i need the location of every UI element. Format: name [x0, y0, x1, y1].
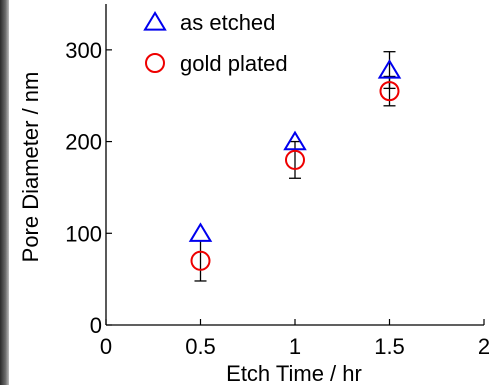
- y-tick-label: 0: [90, 313, 102, 338]
- y-axis-ticks: 0 100 200 300: [65, 38, 112, 338]
- x-axis-ticks: 0 0.5 1 1.5 2: [100, 319, 490, 359]
- y-tick-label: 100: [65, 221, 102, 246]
- circle-marker: [285, 149, 305, 170]
- legend-label-gold-plated: gold plated: [180, 51, 288, 76]
- legend-circle-marker: [145, 53, 165, 73]
- circle-marker: [379, 81, 400, 102]
- legend-triangle-marker: [143, 11, 167, 31]
- legend: as etched gold plated: [143, 10, 288, 76]
- legend-item-gold-plated: gold plated: [145, 51, 288, 76]
- circle-marker: [190, 250, 211, 271]
- legend-marker-triangle: [143, 11, 167, 31]
- triangle-marker: [188, 222, 213, 242]
- legend-label-as-etched: as etched: [180, 10, 275, 35]
- x-tick-label: 1.5: [374, 334, 405, 359]
- data-markers: [188, 59, 402, 271]
- x-axis-label: Etch Time / hr: [226, 361, 362, 385]
- x-tick-label: 0: [100, 334, 112, 359]
- x-tick-label: 0.5: [185, 334, 216, 359]
- legend-item-as-etched: as etched: [143, 10, 275, 35]
- y-tick-label: 300: [65, 38, 102, 63]
- triangle-marker: [377, 59, 402, 79]
- triangle-marker: [283, 130, 307, 151]
- error-bars: [194, 51, 396, 282]
- x-tick-label: 2: [478, 334, 490, 359]
- legend-marker-circle: [145, 53, 165, 73]
- x-tick-label: 1: [289, 334, 301, 359]
- y-axis-label: Pore Diameter / nm: [18, 72, 43, 263]
- y-tick-label: 200: [65, 130, 102, 155]
- left-edge-shadow: [0, 0, 9, 385]
